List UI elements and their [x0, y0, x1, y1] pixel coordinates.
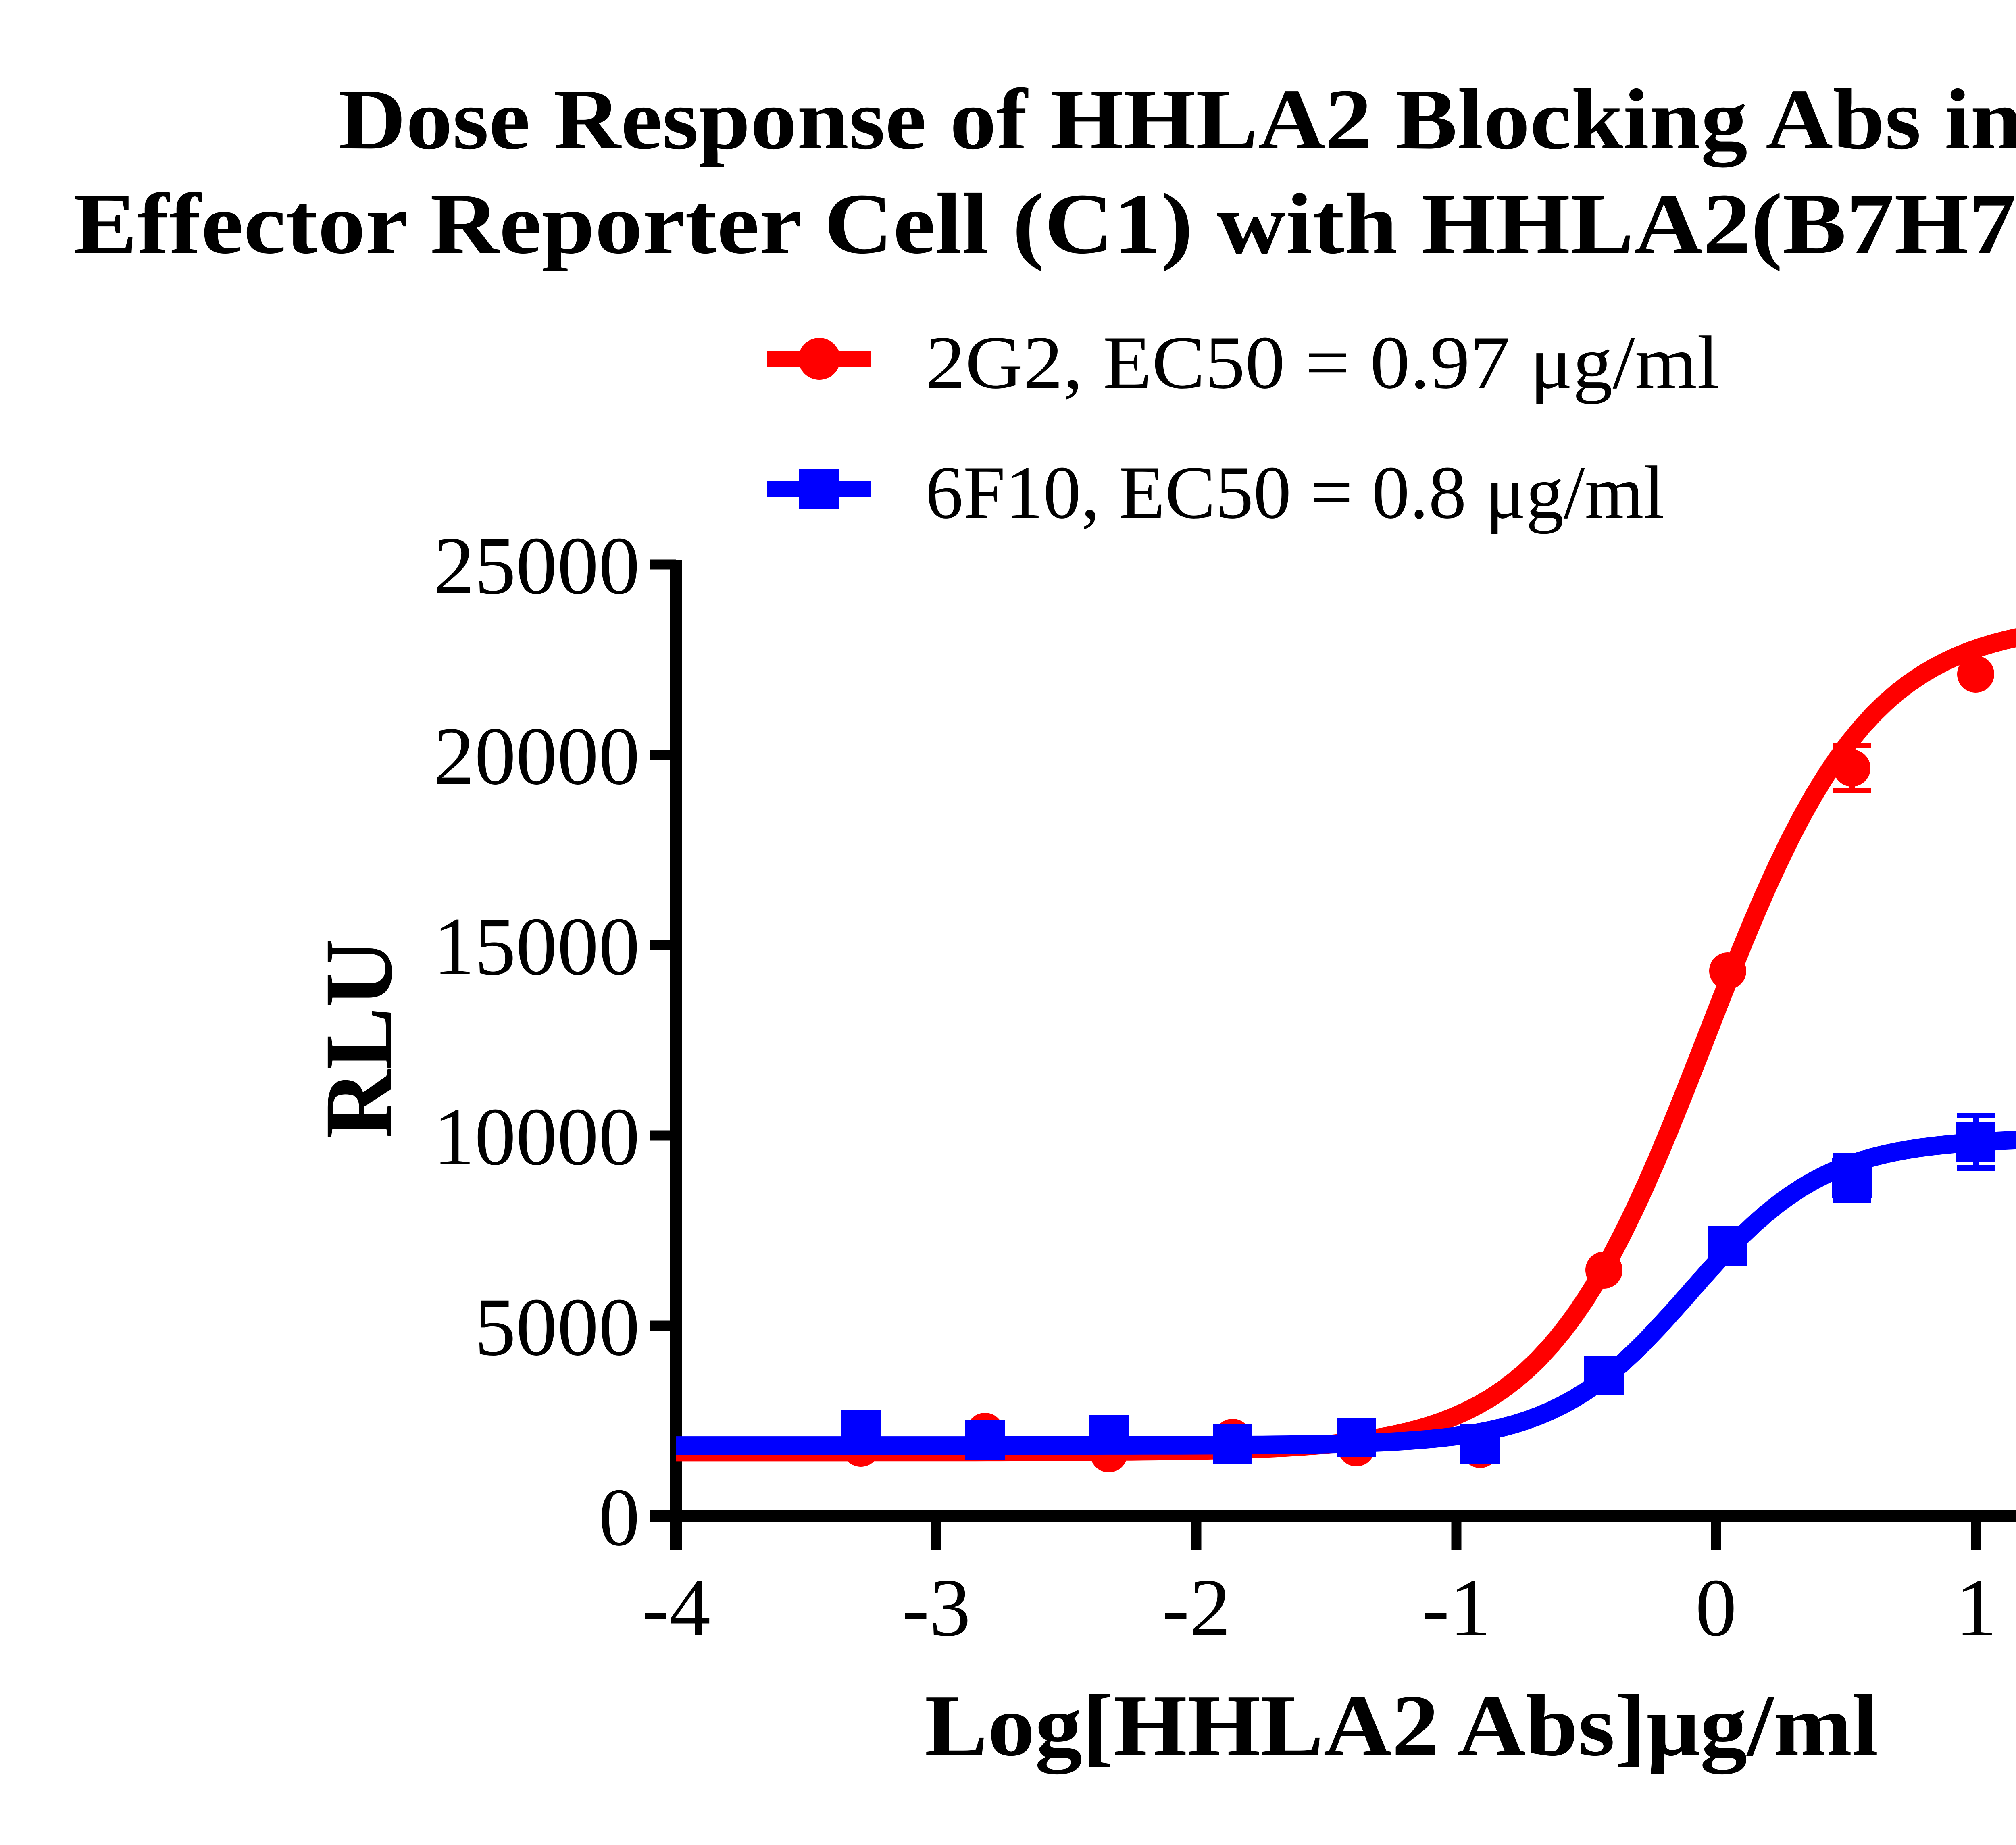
svg-text:Dose Response of HHLA2 Blockin: Dose Response of HHLA2 Blocking Abs in K…	[339, 71, 2016, 167]
svg-text:6F10, EC50 = 0.8 μg/ml: 6F10, EC50 = 0.8 μg/ml	[925, 450, 1665, 534]
svg-text:0: 0	[1695, 1562, 1737, 1653]
svg-text:2G2, EC50 = 0.97 μg/ml: 2G2, EC50 = 0.97 μg/ml	[925, 321, 1719, 404]
svg-text:1: 1	[1956, 1562, 1997, 1653]
svg-text:-1: -1	[1422, 1562, 1491, 1653]
svg-text:20000: 20000	[433, 710, 640, 802]
svg-text:15000: 15000	[433, 901, 640, 992]
svg-text:0: 0	[599, 1472, 640, 1563]
svg-text:5000: 5000	[475, 1281, 640, 1373]
svg-text:-4: -4	[642, 1562, 711, 1653]
svg-text:10000: 10000	[433, 1091, 640, 1183]
svg-text:RLU: RLU	[305, 939, 412, 1139]
svg-text:-2: -2	[1162, 1562, 1231, 1653]
svg-text:Log[HHLA2 Abs]μg/ml: Log[HHLA2 Abs]μg/ml	[925, 1676, 1878, 1774]
svg-text:25000: 25000	[433, 520, 640, 612]
svg-text:Effector Reporter Cell (C1) wi: Effector Reporter Cell (C1) with HHLA2(B…	[73, 175, 2016, 271]
svg-text:-3: -3	[902, 1562, 971, 1653]
